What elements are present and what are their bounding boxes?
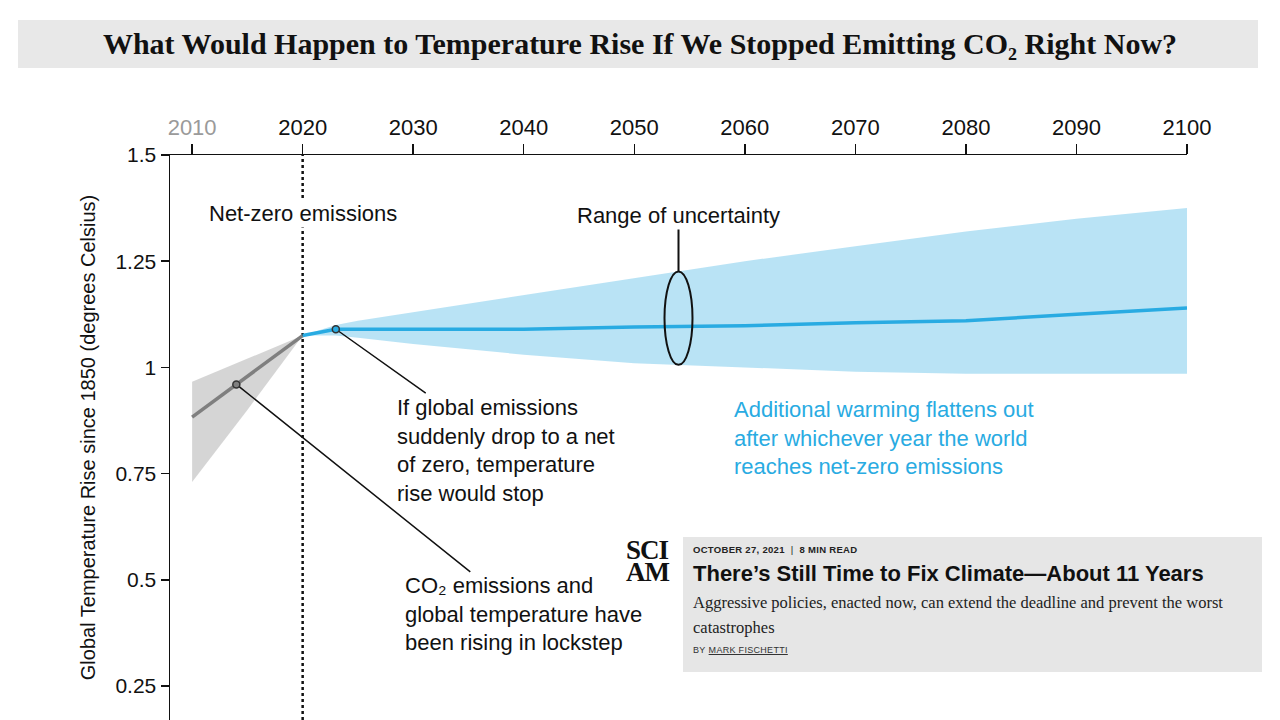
- svg-text:0.5: 0.5: [127, 568, 156, 591]
- svg-text:2010: 2010: [168, 115, 217, 140]
- svg-text:CO₂ emissions andglobal temper: CO₂ emissions andglobal temperature have…: [405, 573, 642, 655]
- html-text:BY MARK FISCHETTI: BY MARK FISCHETTI: [693, 645, 788, 655]
- svg-text:2070: 2070: [831, 115, 880, 140]
- svg-text:1.5: 1.5: [127, 143, 156, 166]
- svg-text:If global emissionssuddenly dr: If global emissionssuddenly drop to a ne…: [397, 395, 615, 506]
- html-text:SCI: SCI: [626, 535, 668, 565]
- svg-text:0.75: 0.75: [115, 462, 156, 485]
- svg-text:Global Temperature Rise since: Global Temperature Rise since 1850 (degr…: [77, 195, 99, 680]
- html-text:8 MIN READ: 8 MIN READ: [799, 544, 858, 555]
- svg-text:1: 1: [145, 356, 157, 379]
- html-text:There’s Still Time to Fix Clim: There’s Still Time to Fix Climate—About …: [693, 561, 1204, 586]
- svg-text:2020: 2020: [278, 115, 327, 140]
- html-text:AM: AM: [626, 557, 669, 587]
- svg-text:2060: 2060: [720, 115, 769, 140]
- svg-text:0.25: 0.25: [115, 674, 156, 697]
- svg-text:2080: 2080: [941, 115, 990, 140]
- svg-text:Net-zero emissions: Net-zero emissions: [209, 201, 397, 226]
- html-text:OCTOBER 27, 2021: OCTOBER 27, 2021: [693, 544, 785, 555]
- svg-text:2050: 2050: [610, 115, 659, 140]
- svg-text:2100: 2100: [1163, 115, 1212, 140]
- html-text:Aggressive policies, enacted n: Aggressive policies, enacted now, can ex…: [693, 593, 1223, 637]
- svg-text:2030: 2030: [389, 115, 438, 140]
- svg-text:2040: 2040: [499, 115, 548, 140]
- svg-text:Additional warming flattens ou: Additional warming flattens outafter whi…: [734, 397, 1034, 479]
- svg-text:1.25: 1.25: [115, 250, 156, 273]
- svg-text:2090: 2090: [1052, 115, 1101, 140]
- svg-text:What Would Happen to Temperatu: What Would Happen to Temperature Rise If…: [103, 27, 1177, 60]
- svg-text:Range of uncertainty: Range of uncertainty: [577, 203, 780, 228]
